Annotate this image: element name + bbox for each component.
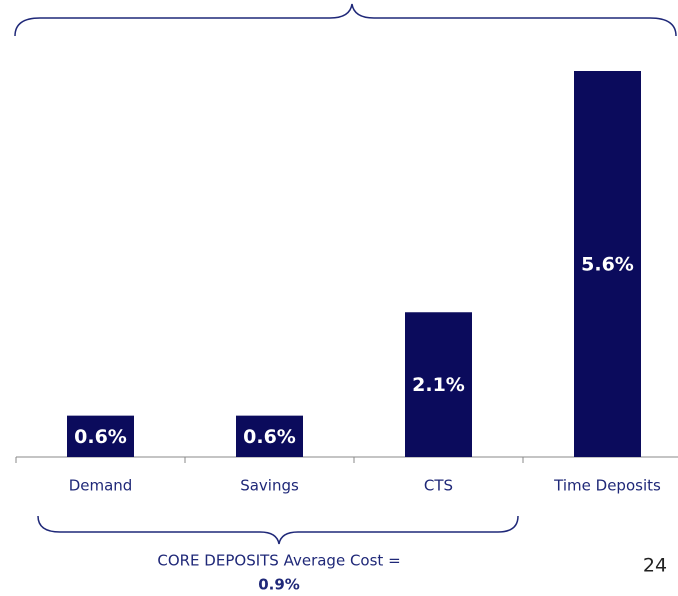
core-brace <box>37 515 519 545</box>
x-tick-label: CTS <box>424 477 453 495</box>
value-label: 2.1% <box>412 374 465 396</box>
bar <box>574 71 641 457</box>
annotation: CORE DEPOSITS Average Cost = <box>157 552 400 570</box>
page-number: 24 <box>643 555 667 577</box>
bar <box>236 415 303 457</box>
bar <box>405 312 472 457</box>
x-tick-label: Time Deposits <box>553 477 661 495</box>
x-tick-label: Demand <box>69 477 133 495</box>
bar <box>67 415 134 457</box>
value-label: 0.6% <box>243 426 296 448</box>
top-brace <box>14 3 677 37</box>
x-tick-label: Savings <box>240 477 299 495</box>
annotation-value: 0.9% <box>258 576 300 594</box>
value-label: 0.6% <box>74 426 127 448</box>
value-label: 5.6% <box>581 254 634 276</box>
